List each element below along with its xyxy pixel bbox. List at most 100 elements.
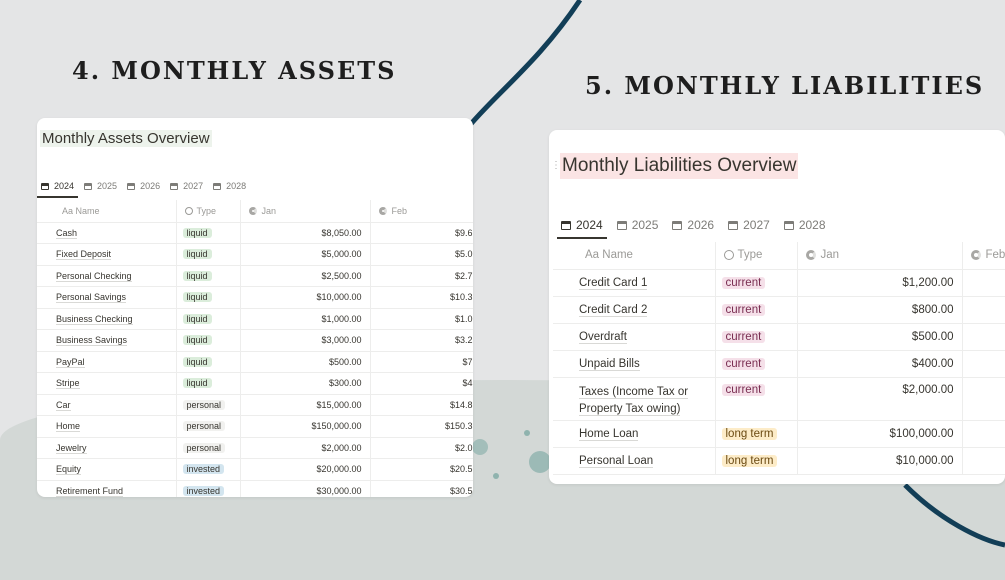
name-cell[interactable]: Fixed Deposit [37, 244, 176, 266]
name-cell[interactable]: Stripe [37, 373, 176, 395]
table-row[interactable]: Taxes (Income Tax or Property Tax owing)… [553, 377, 1005, 420]
type-cell[interactable]: liquid [176, 265, 240, 287]
row-name[interactable]: Fixed Deposit [56, 249, 111, 260]
name-cell[interactable]: Home Loan [553, 420, 715, 447]
tab-2025[interactable]: 2025 [84, 181, 117, 191]
tab-2027[interactable]: 2027 [170, 181, 203, 191]
type-cell[interactable]: personal [176, 416, 240, 438]
name-cell[interactable]: Business Checking [37, 308, 176, 330]
name-cell[interactable]: Credit Card 2 [553, 296, 715, 323]
row-name[interactable]: Equity [56, 464, 81, 475]
type-cell[interactable]: current [715, 350, 797, 377]
name-cell[interactable]: Business Savings [37, 330, 176, 352]
row-name[interactable]: Personal Checking [56, 271, 132, 282]
type-cell[interactable]: current [715, 269, 797, 296]
column-header-jan[interactable]: Jan [240, 200, 370, 222]
type-cell[interactable]: liquid [176, 287, 240, 309]
row-name[interactable]: Credit Card 2 [579, 304, 647, 317]
type-cell[interactable]: long term [715, 447, 797, 474]
type-cell[interactable]: current [715, 296, 797, 323]
row-name[interactable]: Home [56, 421, 80, 432]
tab-2024[interactable]: 2024 [41, 181, 74, 191]
column-header-aaname[interactable]: Aa Name [553, 242, 715, 269]
name-cell[interactable]: Personal Savings [37, 287, 176, 309]
tab-2028[interactable]: 2028 [213, 181, 246, 191]
table-row[interactable]: Unpaid Bills current$400.00 [553, 350, 1005, 377]
column-header-feb[interactable]: Feb [370, 200, 473, 222]
tab-2024[interactable]: 2024 [561, 218, 603, 232]
jan-value: $400.00 [797, 350, 962, 377]
row-name[interactable]: Stripe [56, 378, 80, 389]
column-header-jan[interactable]: Jan [797, 242, 962, 269]
row-name[interactable]: Retirement Fund [56, 486, 123, 497]
row-name[interactable]: Home Loan [579, 428, 638, 441]
tab-2026[interactable]: 2026 [672, 218, 714, 232]
name-cell[interactable]: Personal Checking [37, 265, 176, 287]
type-cell[interactable]: liquid [176, 373, 240, 395]
name-cell[interactable]: Retirement Fund [37, 480, 176, 497]
jan-value: $2,000.00 [240, 437, 370, 459]
type-cell[interactable]: invested [176, 480, 240, 497]
type-cell[interactable]: personal [176, 437, 240, 459]
column-header-feb[interactable]: Feb [962, 242, 1005, 269]
column-header-type[interactable]: Type [715, 242, 797, 269]
name-cell[interactable]: Taxes (Income Tax or Property Tax owing) [553, 377, 715, 420]
type-cell[interactable]: invested [176, 459, 240, 481]
type-cell[interactable]: liquid [176, 351, 240, 373]
row-name[interactable]: PayPal [56, 357, 85, 368]
tab-2025[interactable]: 2025 [617, 218, 659, 232]
tab-2028[interactable]: 2028 [784, 218, 826, 232]
name-cell[interactable]: Car [37, 394, 176, 416]
type-cell[interactable]: long term [715, 420, 797, 447]
type-cell[interactable]: current [715, 323, 797, 350]
name-cell[interactable]: Cash [37, 222, 176, 244]
row-name[interactable]: Personal Savings [56, 292, 126, 303]
row-name[interactable]: Taxes (Income Tax or Property Tax owing) [579, 386, 688, 416]
row-name[interactable]: Unpaid Bills [579, 358, 640, 371]
type-cell[interactable]: personal [176, 394, 240, 416]
name-cell[interactable]: Personal Loan [553, 447, 715, 474]
row-name[interactable]: Business Checking [56, 314, 133, 325]
name-cell[interactable]: PayPal [37, 351, 176, 373]
column-header-aaname[interactable]: Aa Name [37, 200, 176, 222]
name-cell[interactable]: Credit Card 1 [553, 269, 715, 296]
name-cell[interactable]: Overdraft [553, 323, 715, 350]
type-cell[interactable]: liquid [176, 308, 240, 330]
row-name[interactable]: Car [56, 400, 71, 411]
name-cell[interactable]: Equity [37, 459, 176, 481]
type-cell[interactable]: liquid [176, 222, 240, 244]
tab-2026[interactable]: 2026 [127, 181, 160, 191]
row-name[interactable]: Credit Card 1 [579, 277, 647, 290]
tab-2027[interactable]: 2027 [728, 218, 770, 232]
type-cell[interactable]: current [715, 377, 797, 420]
row-name[interactable]: Overdraft [579, 331, 627, 344]
name-cell[interactable]: Jewelry [37, 437, 176, 459]
row-name[interactable]: Jewelry [56, 443, 87, 454]
name-cell[interactable]: Unpaid Bills [553, 350, 715, 377]
row-name[interactable]: Personal Loan [579, 455, 653, 468]
row-name[interactable]: Business Savings [56, 335, 127, 346]
row-name[interactable]: Cash [56, 228, 77, 239]
name-cell[interactable]: Home [37, 416, 176, 438]
column-header-type[interactable]: Type [176, 200, 240, 222]
type-cell[interactable]: liquid [176, 330, 240, 352]
type-cell[interactable]: liquid [176, 244, 240, 266]
